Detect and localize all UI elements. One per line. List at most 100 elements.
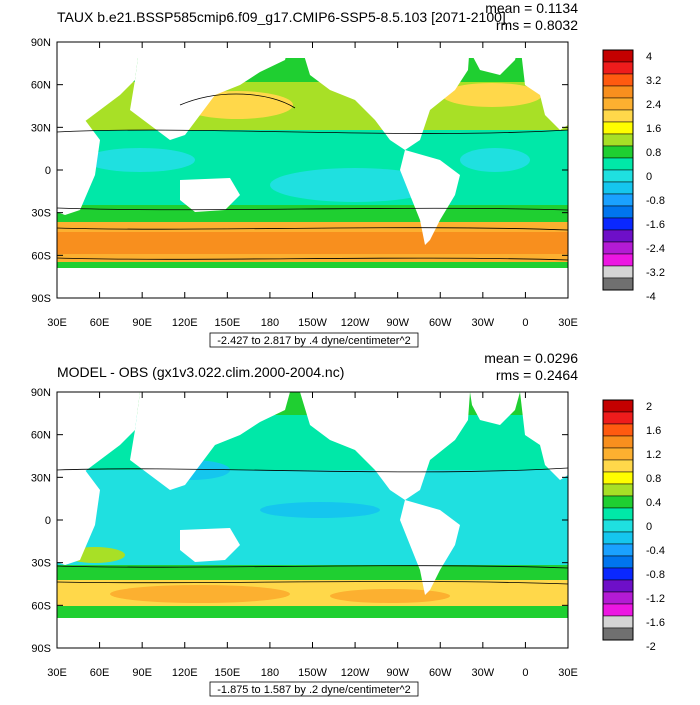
colorbar-label: 0.4 [646,497,661,509]
colorbar-swatch [602,435,634,449]
top-max-natl [442,83,542,107]
bottom-land-eurasia-west [57,392,140,475]
top-land-greenland [470,42,520,75]
panel-bottom: MODEL - OBS (gx1v3.022.clim.2000-2004.nc… [31,350,665,697]
x-tick-label: 30E [47,317,67,329]
colorbar-swatch [602,591,634,605]
panel-top-title: TAUX b.e21.BSSP585cmip6.f09_g17.CMIP6-SS… [57,9,506,25]
y-tick-label: 60S [31,600,51,612]
colorbar-label: -1.2 [646,593,665,605]
x-tick-label: 90E [132,667,152,679]
x-tick-label: 90W [386,317,409,329]
panel-top-colorbar: 4 3.2 2.4 1.6 0.8 0 -0.8 -1.6 -2.4 -3.2 -4 [602,49,665,303]
panel-bottom-mean: mean = 0.0296 [484,350,578,366]
colorbar-label: 2 [646,401,652,413]
bottom-land-asia [130,392,290,490]
panel-top-rms: rms = 0.8032 [496,17,578,33]
colorbar-frame [602,49,634,291]
panel-bottom-colorbar: 2 1.6 1.2 0.8 0.4 0 -0.4 -0.8 -1.2 -1.6 -2 [602,399,665,653]
top-band-sh-westerlies-core [57,232,568,254]
panel-top-field [57,42,568,298]
y-tick-label: 0 [45,165,51,177]
colorbar-swatch [602,411,634,425]
top-land-asia [130,42,290,140]
x-tick-label: 0 [522,317,528,329]
colorbar-swatch [602,193,634,207]
colorbar-swatch [602,265,634,279]
bottom-contours [57,467,568,585]
x-tick-label: 30E [558,317,578,329]
panel-top: TAUX b.e21.BSSP585cmip6.f09_g17.CMIP6-SS… [31,0,665,348]
top-land-eurasia-west [57,42,140,125]
colorbar-label: -4 [646,291,656,303]
y-tick-label: 60N [31,80,51,92]
y-tick-label: 30S [31,558,51,570]
colorbar-frame [602,399,634,641]
x-tick-label: 90W [386,667,409,679]
panel-top-mean: mean = 0.1134 [485,0,578,16]
panel-top-y-axis: 90N 60N 30N 0 30S 60S 90S [31,37,568,305]
colorbar-swatch [602,229,634,243]
x-tick-label: 30E [47,667,67,679]
x-tick-label: 60E [90,317,110,329]
colorbar-label: -1.6 [646,219,665,231]
y-tick-label: 90N [31,37,51,49]
y-tick-label: 90S [31,293,51,305]
y-tick-label: 30N [31,472,51,484]
top-contours [57,93,568,261]
colorbar-swatch [602,133,634,147]
colorbar-swatch [602,73,634,87]
top-land-australia [180,178,240,212]
colorbar-swatch [602,399,634,413]
colorbar-swatch [602,217,634,231]
top-land-south-america [400,150,460,245]
y-tick-label: 30N [31,122,51,134]
colorbar-swatch [602,627,634,641]
colorbar-label: -2.4 [646,243,665,255]
colorbar-swatch [602,423,634,437]
x-tick-label: 150W [298,667,327,679]
colorbar-label: -3.2 [646,267,665,279]
colorbar-swatch [602,145,634,159]
y-tick-label: 30S [31,208,51,220]
x-tick-label: 150E [214,317,240,329]
bottom-land-australia [180,528,240,562]
x-tick-label: 0 [522,667,528,679]
colorbar-label: -2 [646,641,656,653]
colorbar-swatch [602,615,634,629]
colorbar-swatch [602,169,634,183]
colorbar-swatch [602,531,634,545]
bottom-max-sh-1 [110,585,290,603]
panel-bottom-y-axis: 90N 60N 30N 0 30S 60S 90S [31,387,568,655]
colorbar-label: 0 [646,521,652,533]
x-tick-label: 180 [261,667,279,679]
colorbar-label: -0.8 [646,569,665,581]
y-tick-label: 0 [45,515,51,527]
y-tick-label: 60N [31,430,51,442]
bottom-land-south-america [400,500,460,595]
panel-bottom-range-note: -1.875 to 1.587 by .2 dyne/centimeter^2 [217,684,411,696]
bottom-land-africa [57,470,100,565]
y-tick-label: 60S [31,250,51,262]
bottom-band-antarctic [57,606,568,620]
bottom-land [57,392,568,648]
colorbar-swatch [602,205,634,219]
panel-bottom-range-box [209,681,419,697]
colorbar-swatch [602,543,634,557]
top-min-epac [270,168,440,202]
bottom-land-greenland [470,392,520,425]
y-tick-label: 90N [31,387,51,399]
colorbar-swatch [602,109,634,123]
top-min-wpac [85,148,195,172]
bottom-band-tropics [57,470,568,570]
colorbar-swatch [602,483,634,497]
colorbar-label: 0 [646,171,652,183]
bottom-max-sh-2 [330,589,450,603]
colorbar-swatch [602,603,634,617]
x-tick-label: 90E [132,317,152,329]
x-tick-label: 120E [172,667,198,679]
colorbar-label: 3.2 [646,75,661,87]
x-tick-label: 120W [341,317,370,329]
colorbar-label: 0.8 [646,473,661,485]
x-tick-label: 30W [472,317,495,329]
